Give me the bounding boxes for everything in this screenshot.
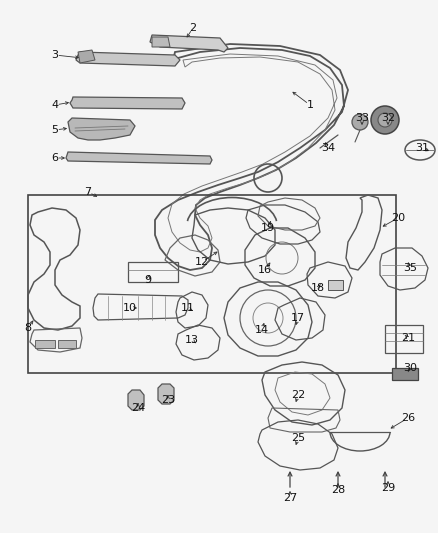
Bar [35,340,55,348]
Polygon shape [78,50,95,63]
Text: 12: 12 [195,257,209,267]
Text: 28: 28 [331,485,345,495]
Text: 26: 26 [401,413,415,423]
Circle shape [371,106,399,134]
Text: 13: 13 [185,335,199,345]
Polygon shape [68,118,135,140]
Text: 35: 35 [403,263,417,273]
Text: 8: 8 [25,323,32,333]
Text: 30: 30 [403,363,417,373]
Text: 10: 10 [123,303,137,313]
Polygon shape [70,97,185,109]
Text: 17: 17 [291,313,305,323]
Text: 27: 27 [283,493,297,503]
Polygon shape [158,384,174,404]
Text: 1: 1 [307,100,314,110]
Polygon shape [150,35,228,52]
Text: 4: 4 [51,100,59,110]
Bar [328,280,343,290]
Text: 31: 31 [415,143,429,153]
Bar [128,262,178,282]
Text: 20: 20 [391,213,405,223]
Bar [392,368,418,380]
Text: 3: 3 [52,50,59,60]
Text: 23: 23 [161,395,175,405]
Text: 25: 25 [291,433,305,443]
Bar [28,195,396,373]
Bar [58,340,76,348]
Text: 2: 2 [190,23,197,33]
Text: 32: 32 [381,113,395,123]
Text: 24: 24 [131,403,145,413]
Text: 22: 22 [291,390,305,400]
Polygon shape [66,152,212,164]
Text: 16: 16 [258,265,272,275]
Bar [385,325,423,353]
Text: 19: 19 [261,223,275,233]
Text: 11: 11 [181,303,195,313]
Text: 9: 9 [145,275,152,285]
Text: 18: 18 [311,283,325,293]
Circle shape [378,113,392,127]
Polygon shape [152,37,170,47]
Polygon shape [128,390,144,410]
Text: 7: 7 [85,187,92,197]
Polygon shape [76,52,180,66]
Text: 14: 14 [255,325,269,335]
Text: 21: 21 [401,333,415,343]
Text: 34: 34 [321,143,335,153]
Text: 6: 6 [52,153,59,163]
Text: 29: 29 [381,483,395,493]
Text: 33: 33 [355,113,369,123]
Text: 5: 5 [52,125,59,135]
Circle shape [352,114,368,130]
